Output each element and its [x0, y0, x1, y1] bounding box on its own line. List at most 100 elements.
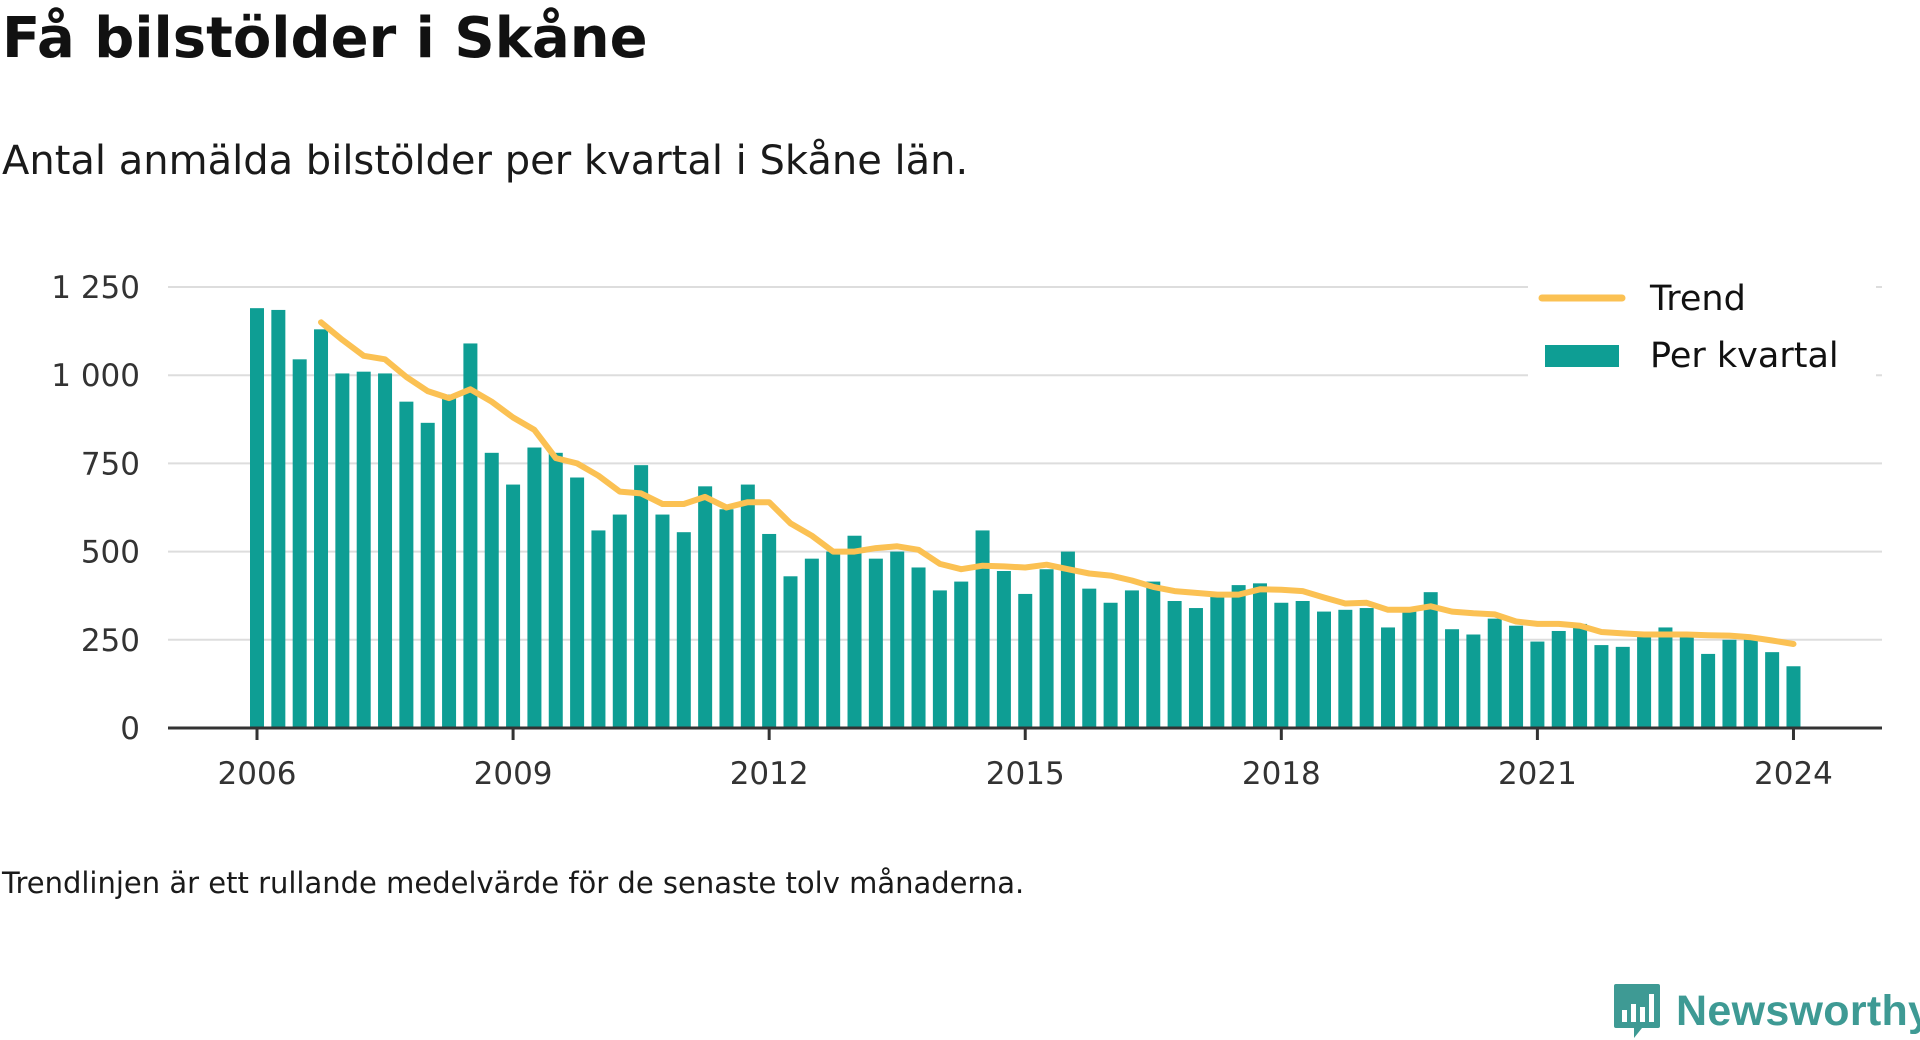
x-tick-label: 2009	[474, 756, 553, 792]
bar	[954, 581, 969, 728]
x-tick-label: 2024	[1754, 756, 1833, 792]
bar	[1381, 627, 1396, 728]
bar	[250, 308, 264, 728]
bar	[314, 329, 329, 728]
bar	[420, 422, 435, 728]
bar	[292, 359, 307, 728]
bar	[1188, 608, 1203, 728]
bar	[335, 373, 350, 728]
bar	[1146, 581, 1161, 728]
bar	[1701, 653, 1716, 728]
bar	[463, 343, 478, 728]
bar	[527, 447, 542, 728]
legend: Trend Per kvartal	[1528, 274, 1876, 382]
bar	[1274, 602, 1289, 728]
bar	[868, 558, 883, 728]
x-tick-label: 2006	[218, 756, 297, 792]
bar	[1786, 666, 1801, 728]
bar	[1167, 600, 1182, 728]
bar	[399, 401, 414, 728]
bar	[1082, 588, 1097, 728]
bar	[612, 514, 627, 728]
bar	[1252, 583, 1267, 728]
bar	[1445, 629, 1460, 728]
bar	[719, 509, 734, 728]
bar	[996, 571, 1011, 728]
bar	[1338, 609, 1353, 728]
bar	[1637, 634, 1652, 728]
bar	[1679, 636, 1694, 728]
chart-subtitle: Antal anmälda bilstölder per kvartal i S…	[2, 138, 969, 184]
bar	[1295, 600, 1310, 728]
legend-label-trend: Trend	[1649, 279, 1746, 319]
y-tick-label: 1 000	[51, 358, 140, 394]
bar	[783, 576, 798, 728]
bar	[1039, 569, 1054, 728]
y-tick-label: 0	[120, 711, 140, 747]
bar	[271, 309, 286, 728]
bar	[890, 551, 905, 728]
bar	[804, 558, 819, 728]
y-tick-label: 500	[81, 535, 140, 571]
bar	[1594, 645, 1609, 728]
bar	[1658, 627, 1673, 728]
chart-title: Få bilstölder i Skåne	[2, 6, 648, 71]
bar	[676, 532, 691, 728]
bar	[1615, 646, 1630, 728]
bar	[1487, 618, 1502, 728]
bar	[1743, 638, 1758, 728]
bar	[975, 530, 990, 728]
bar-series	[250, 308, 1801, 728]
bar	[740, 484, 755, 728]
bar	[1530, 641, 1545, 728]
bar	[378, 373, 393, 728]
bar	[570, 477, 585, 728]
y-tick-label: 250	[81, 623, 140, 659]
bar	[655, 514, 670, 728]
newsworthy-logo-icon	[1614, 984, 1660, 1038]
y-tick-label: 750	[81, 446, 140, 482]
x-tick-label: 2015	[986, 756, 1065, 792]
bar	[1765, 652, 1780, 728]
bar	[698, 486, 713, 728]
brand-name: Newsworthy	[1676, 986, 1920, 1035]
bar	[1722, 639, 1737, 728]
x-tick-label: 2012	[730, 756, 809, 792]
bar	[1359, 608, 1374, 728]
legend-swatch-per-kvartal	[1545, 345, 1619, 367]
bar	[442, 394, 457, 728]
bar	[1018, 593, 1033, 728]
bar	[591, 530, 606, 728]
bar	[1317, 611, 1331, 728]
bar	[1210, 595, 1225, 728]
bar	[1466, 634, 1481, 728]
bar	[506, 484, 521, 728]
y-tick-label: 1 250	[51, 270, 140, 306]
bar	[356, 371, 371, 728]
bar	[826, 551, 841, 728]
bar	[932, 590, 947, 728]
brand-logo: Newsworthy	[1612, 982, 1920, 1040]
bar	[1124, 590, 1139, 728]
bar	[911, 567, 926, 728]
footnote: Trendlinjen är ett rullande medelvärde f…	[2, 866, 1025, 900]
bar	[484, 452, 499, 728]
trend-series	[318, 319, 1797, 647]
bar	[1060, 551, 1075, 728]
axes: 0 250 500 750 1 000 1 250 2006 2009 2012 2015 2018…	[51, 270, 1882, 792]
legend-label-per-kvartal: Per kvartal	[1650, 336, 1839, 376]
bar	[762, 533, 777, 728]
bar	[1231, 585, 1246, 728]
bar	[1103, 602, 1118, 728]
bar	[548, 452, 563, 728]
bar	[1423, 592, 1438, 728]
bar	[1509, 625, 1524, 728]
trend-line	[318, 319, 1797, 647]
bar	[847, 535, 862, 728]
bar	[1402, 611, 1417, 728]
bar	[1551, 630, 1566, 728]
bar	[1573, 623, 1588, 728]
bar	[634, 465, 649, 728]
x-tick-label: 2021	[1498, 756, 1577, 792]
